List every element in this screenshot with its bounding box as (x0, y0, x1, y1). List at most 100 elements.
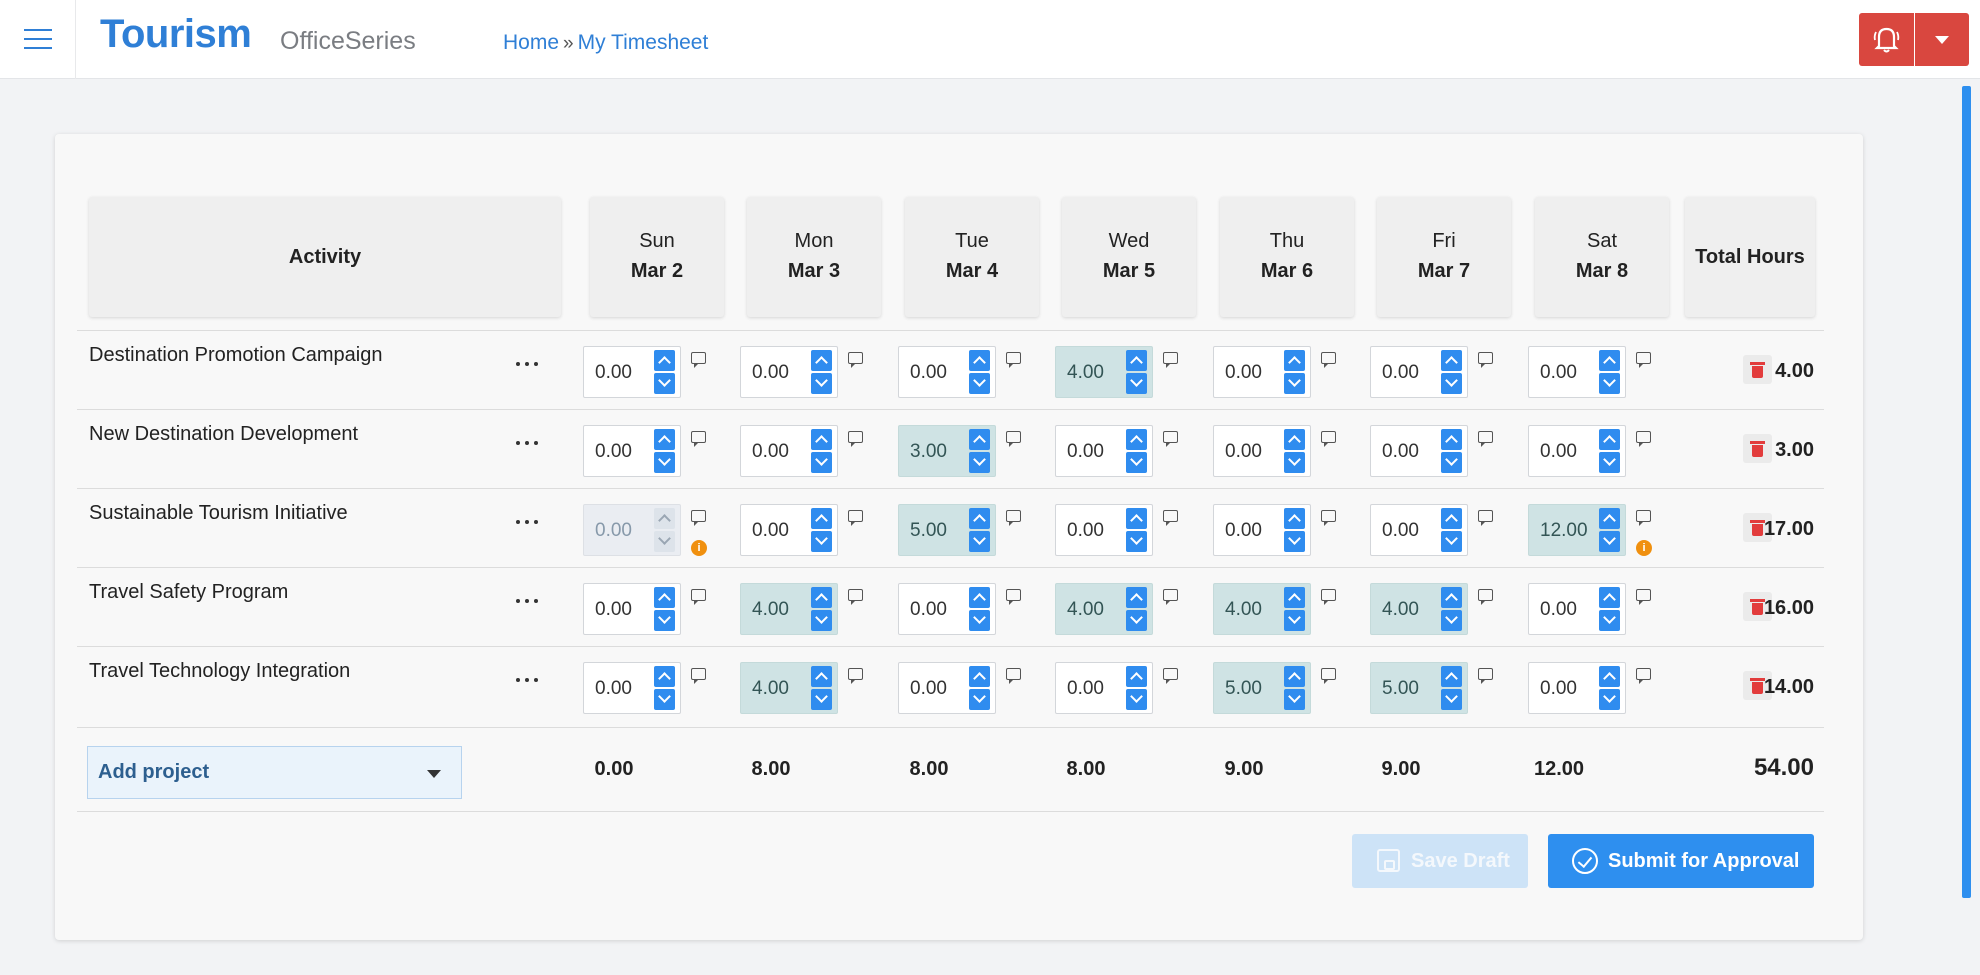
save-draft-button[interactable]: Save Draft (1352, 834, 1528, 888)
comment-icon[interactable] (1163, 352, 1178, 368)
hours-input[interactable]: 0.00 (1370, 346, 1468, 398)
decrement-arrow-icon[interactable] (1599, 531, 1620, 552)
hours-input[interactable]: 0.00 (1213, 504, 1311, 556)
comment-icon[interactable] (1478, 510, 1493, 526)
increment-arrow-icon[interactable] (1441, 666, 1462, 687)
decrement-arrow-icon[interactable] (1599, 610, 1620, 631)
account-dropdown-button[interactable] (1915, 13, 1969, 66)
comment-icon[interactable] (1006, 431, 1021, 447)
increment-arrow-icon[interactable] (1441, 587, 1462, 608)
comment-icon[interactable] (848, 431, 863, 447)
comment-icon[interactable] (1478, 668, 1493, 684)
increment-arrow-icon[interactable] (1126, 587, 1147, 608)
trash-icon[interactable] (1743, 434, 1772, 463)
comment-icon[interactable] (1006, 589, 1021, 605)
comment-icon[interactable] (848, 589, 863, 605)
increment-arrow-icon[interactable] (811, 587, 832, 608)
increment-arrow-icon[interactable] (1284, 587, 1305, 608)
comment-icon[interactable] (1636, 589, 1651, 605)
decrement-arrow-icon[interactable] (811, 610, 832, 631)
decrement-arrow-icon[interactable] (1441, 531, 1462, 552)
hours-input[interactable]: 0.00 (583, 583, 681, 635)
hours-input[interactable]: 0.00 (1370, 504, 1468, 556)
hours-input[interactable]: 4.00 (740, 583, 838, 635)
decrement-arrow-icon[interactable] (811, 452, 832, 473)
comment-icon[interactable] (848, 668, 863, 684)
more-options-icon[interactable] (515, 594, 539, 608)
increment-arrow-icon[interactable] (1284, 508, 1305, 529)
more-options-icon[interactable] (515, 515, 539, 529)
decrement-arrow-icon[interactable] (1441, 689, 1462, 710)
increment-arrow-icon[interactable] (811, 508, 832, 529)
decrement-arrow-icon[interactable] (1599, 452, 1620, 473)
hours-input[interactable]: 0.00 (1370, 425, 1468, 477)
comment-icon[interactable] (691, 352, 706, 368)
increment-arrow-icon[interactable] (1599, 508, 1620, 529)
increment-arrow-icon[interactable] (1599, 350, 1620, 371)
comment-icon[interactable] (1321, 431, 1336, 447)
increment-arrow-icon[interactable] (654, 429, 675, 450)
hours-input[interactable]: 0.00 (740, 504, 838, 556)
trash-icon[interactable] (1743, 355, 1772, 384)
decrement-arrow-icon[interactable] (654, 610, 675, 631)
hours-input[interactable]: 3.00 (898, 425, 996, 477)
increment-arrow-icon[interactable] (1441, 350, 1462, 371)
decrement-arrow-icon[interactable] (969, 531, 990, 552)
comment-icon[interactable] (848, 352, 863, 368)
hours-input[interactable]: 4.00 (1370, 583, 1468, 635)
decrement-arrow-icon[interactable] (969, 373, 990, 394)
decrement-arrow-icon[interactable] (1284, 689, 1305, 710)
comment-icon[interactable] (1636, 668, 1651, 684)
comment-icon[interactable] (691, 668, 706, 684)
increment-arrow-icon[interactable] (1441, 508, 1462, 529)
comment-icon[interactable] (1006, 352, 1021, 368)
comment-icon[interactable] (1636, 431, 1651, 447)
decrement-arrow-icon[interactable] (969, 610, 990, 631)
hours-input[interactable]: 5.00 (1370, 662, 1468, 714)
trash-icon[interactable] (1743, 592, 1772, 621)
comment-icon[interactable] (1478, 431, 1493, 447)
increment-arrow-icon[interactable] (1284, 350, 1305, 371)
comment-icon[interactable] (691, 589, 706, 605)
decrement-arrow-icon[interactable] (969, 689, 990, 710)
increment-arrow-icon[interactable] (1599, 666, 1620, 687)
hours-input[interactable]: 0.00 (740, 346, 838, 398)
hours-input[interactable]: 4.00 (1055, 583, 1153, 635)
hours-input[interactable]: 0.00 (1055, 504, 1153, 556)
comment-icon[interactable] (1006, 668, 1021, 684)
hours-input[interactable]: 0.00 (1055, 425, 1153, 477)
decrement-arrow-icon[interactable] (1284, 531, 1305, 552)
decrement-arrow-icon[interactable] (1126, 452, 1147, 473)
comment-icon[interactable] (1006, 510, 1021, 526)
hamburger-icon[interactable] (0, 0, 76, 79)
comment-icon[interactable] (1321, 668, 1336, 684)
increment-arrow-icon[interactable] (1284, 666, 1305, 687)
hours-input[interactable]: 0.00 (898, 583, 996, 635)
brand-logo[interactable]: Tourism (100, 12, 252, 56)
comment-icon[interactable] (691, 431, 706, 447)
decrement-arrow-icon[interactable] (1284, 610, 1305, 631)
hours-input[interactable]: 0.00 (898, 346, 996, 398)
hours-input[interactable]: 0.00 (1528, 346, 1626, 398)
increment-arrow-icon[interactable] (654, 666, 675, 687)
decrement-arrow-icon[interactable] (1126, 689, 1147, 710)
comment-icon[interactable] (1321, 352, 1336, 368)
hours-input[interactable]: 12.00 (1528, 504, 1626, 556)
hours-input[interactable]: 0.00 (1528, 583, 1626, 635)
comment-icon[interactable] (691, 510, 706, 526)
comment-icon[interactable] (1321, 589, 1336, 605)
hours-input[interactable]: 4.00 (740, 662, 838, 714)
comment-icon[interactable] (1478, 352, 1493, 368)
increment-arrow-icon[interactable] (1441, 429, 1462, 450)
hours-input[interactable]: 4.00 (1213, 583, 1311, 635)
increment-arrow-icon[interactable] (654, 350, 675, 371)
decrement-arrow-icon[interactable] (811, 689, 832, 710)
submit-for-approval-button[interactable]: Submit for Approval (1548, 834, 1814, 888)
decrement-arrow-icon[interactable] (1284, 373, 1305, 394)
increment-arrow-icon[interactable] (969, 350, 990, 371)
decrement-arrow-icon[interactable] (654, 689, 675, 710)
hours-input[interactable]: 0.00 (1213, 346, 1311, 398)
decrement-arrow-icon[interactable] (1126, 373, 1147, 394)
hours-input[interactable]: 0.00 (1528, 425, 1626, 477)
decrement-arrow-icon[interactable] (654, 373, 675, 394)
